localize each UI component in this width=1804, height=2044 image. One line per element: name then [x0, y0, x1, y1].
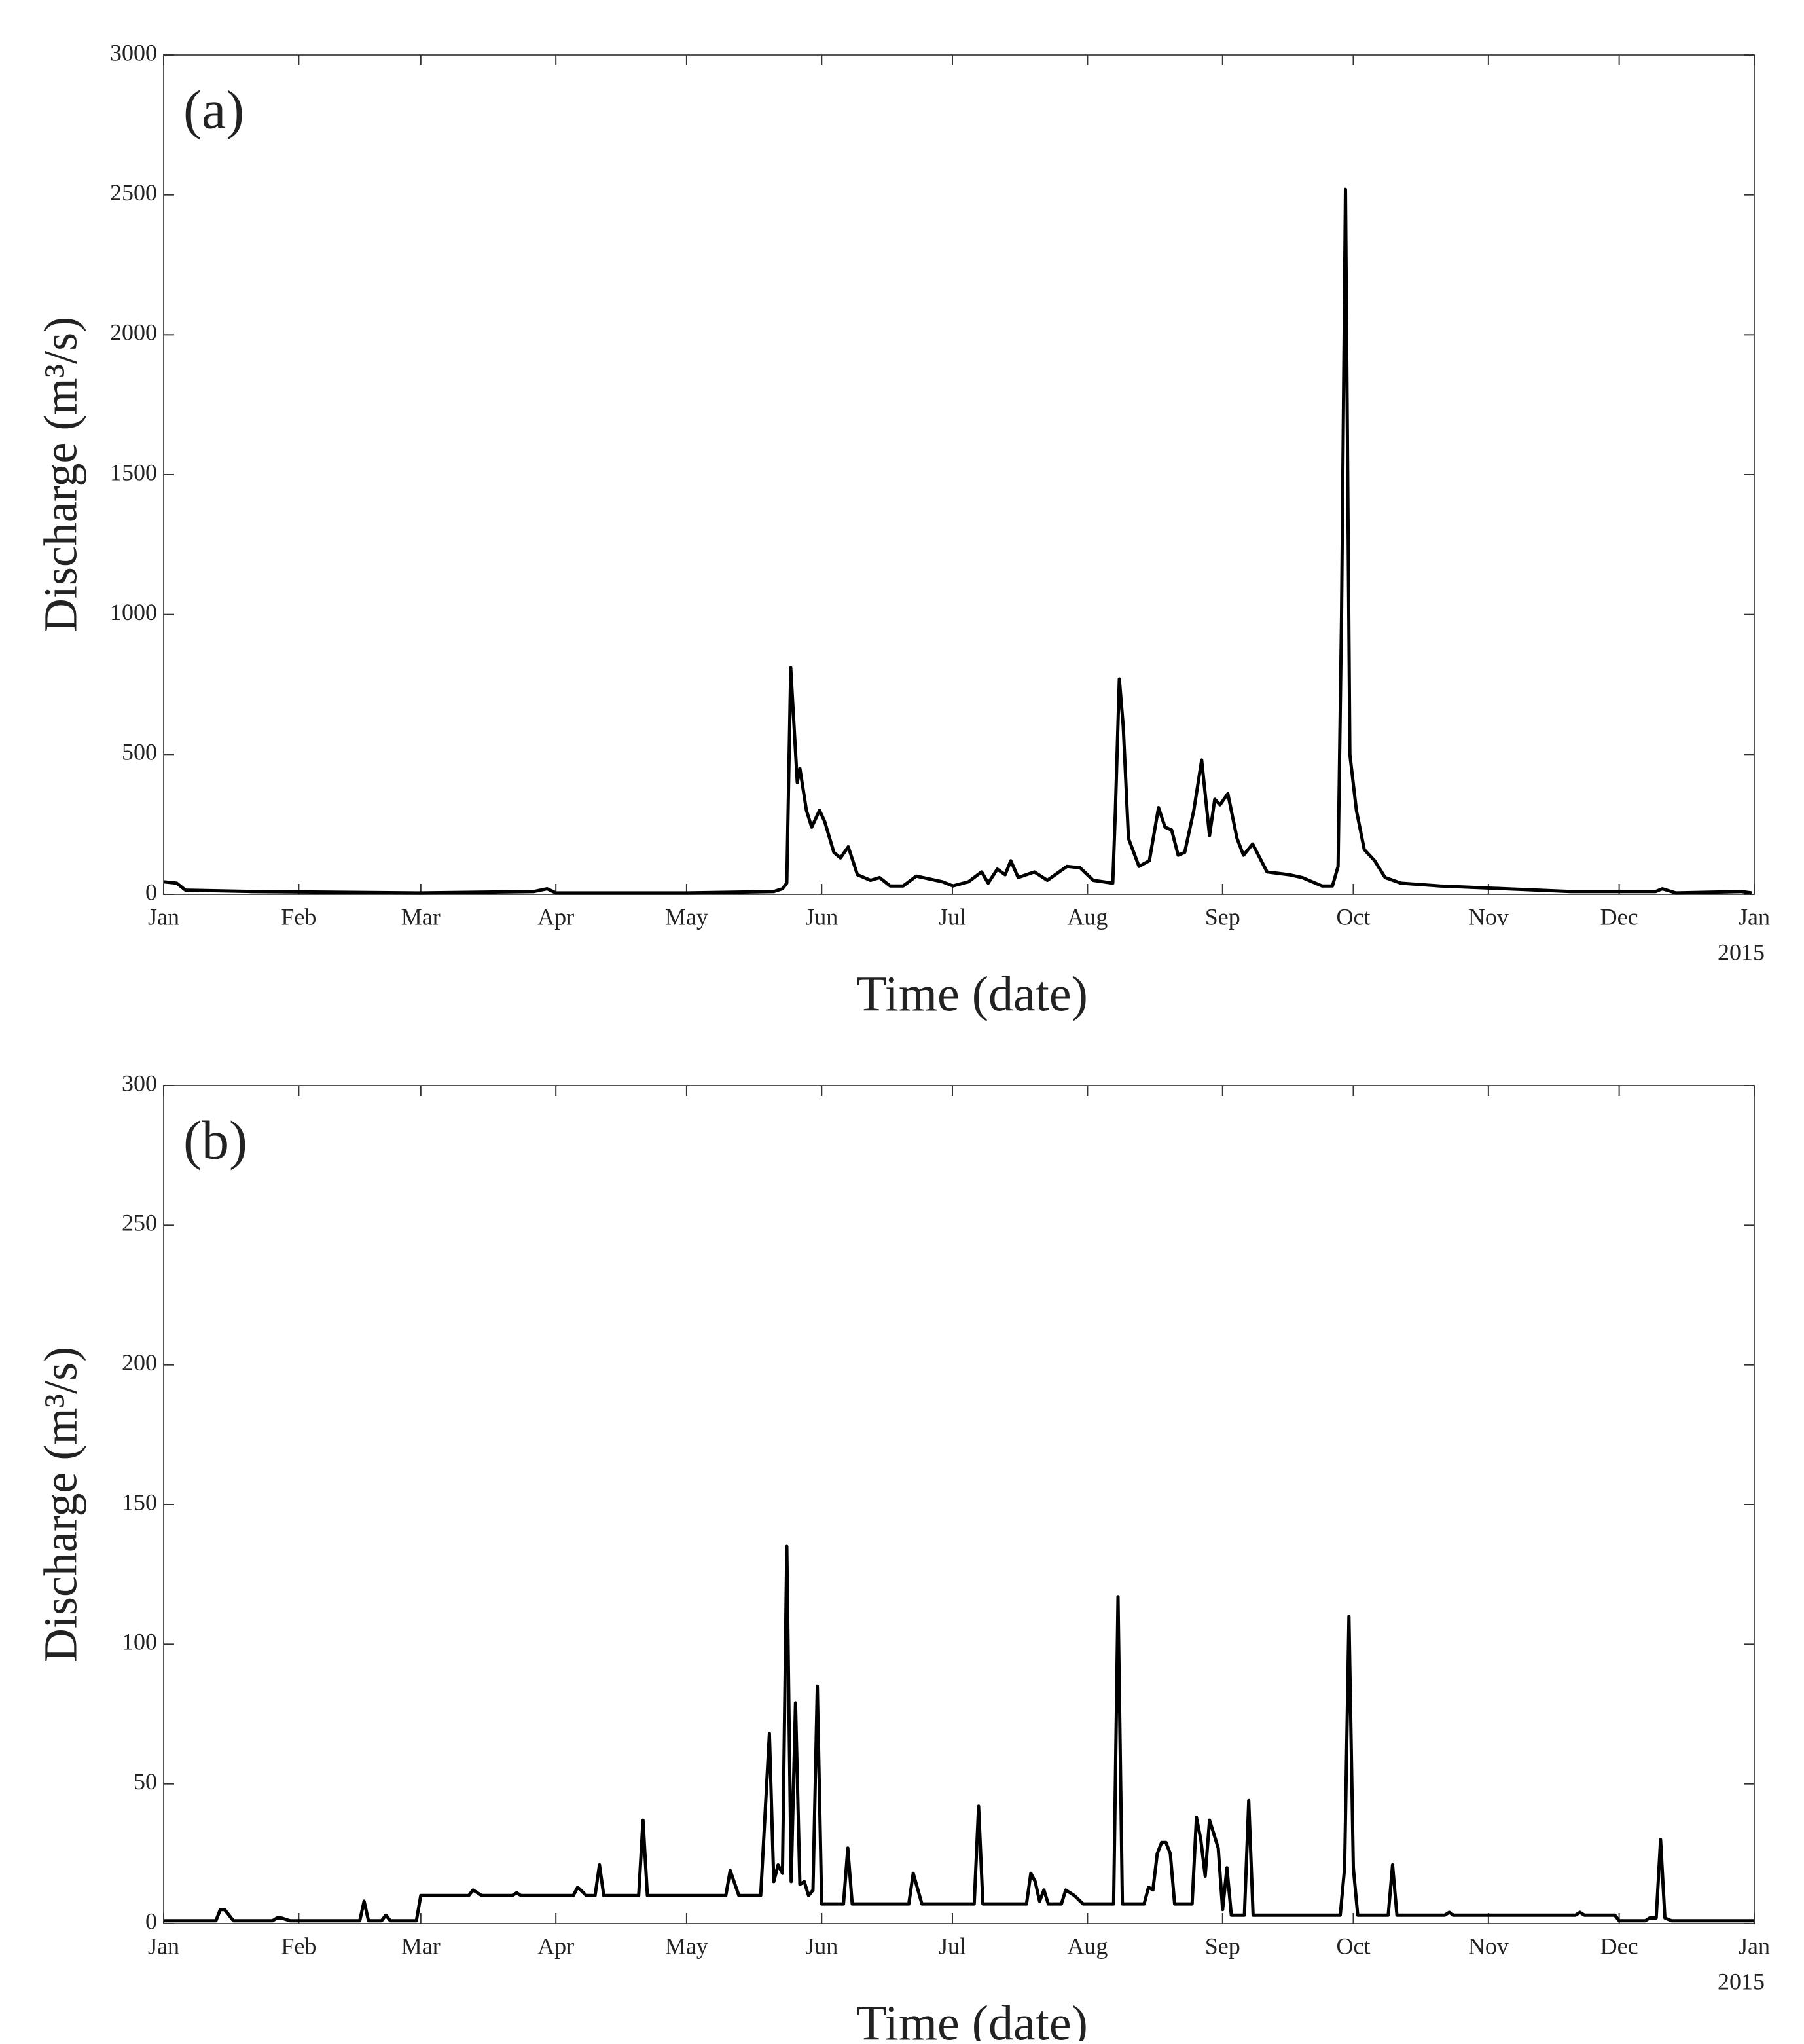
y-tick-label: 3000	[110, 39, 157, 65]
x-tick-label: Feb	[281, 903, 316, 930]
panel-label: (a)	[183, 79, 244, 140]
y-tick-label: 0	[145, 1908, 157, 1934]
x-tick-label: Jan	[148, 903, 179, 930]
x-tick-label: Sep	[1205, 903, 1240, 930]
x-tick-label: Jun	[805, 1933, 838, 1959]
y-tick-label: 1000	[110, 599, 157, 625]
x-tick-label: Feb	[281, 1933, 316, 1959]
x-tick-label: Aug	[1067, 903, 1108, 930]
x-tick-label: Apr	[537, 1933, 574, 1959]
x-tick-label: Dec	[1600, 1933, 1638, 1959]
x-axis-year: 2015	[1718, 1968, 1765, 1994]
x-tick-label: Jul	[939, 903, 966, 930]
y-axis-title: Discharge (m³/s)	[35, 1347, 87, 1662]
x-tick-label: Jan	[1739, 1933, 1770, 1959]
y-tick-label: 50	[134, 1768, 157, 1795]
x-tick-label: Jan	[1739, 903, 1770, 930]
y-tick-label: 2500	[110, 179, 157, 206]
x-tick-label: Nov	[1468, 1933, 1509, 1959]
x-axis-title: Time (date)	[856, 966, 1088, 1021]
plot-background	[163, 54, 1755, 895]
y-tick-label: 100	[122, 1629, 157, 1655]
x-tick-label: Oct	[1337, 1933, 1371, 1959]
y-tick-label: 500	[122, 739, 157, 765]
y-axis-title: Discharge (m³/s)	[35, 317, 87, 632]
x-axis-year: 2015	[1718, 939, 1765, 965]
x-axis-title: Time (date)	[856, 1996, 1088, 2041]
y-tick-label: 0	[145, 879, 157, 905]
x-tick-label: Aug	[1067, 1933, 1108, 1959]
y-tick-label: 200	[122, 1349, 157, 1376]
x-tick-label: May	[665, 903, 708, 930]
x-tick-label: Mar	[401, 1933, 441, 1959]
y-tick-label: 1500	[110, 459, 157, 485]
y-tick-label: 2000	[110, 319, 157, 346]
x-tick-label: Jul	[939, 1933, 966, 1959]
y-tick-label: 300	[122, 1070, 157, 1096]
plot-background	[163, 1085, 1755, 1924]
plot-area: 0 500 1000 1500 2000 2500 3000 Jan Feb Mar Apr May J…	[35, 39, 1770, 1021]
discharge-line	[164, 1544, 1754, 1923]
x-tick-label: May	[665, 1933, 708, 1959]
discharge-line	[163, 187, 1752, 895]
x-tick-label: Nov	[1468, 903, 1509, 930]
x-tick-label: Sep	[1205, 1933, 1240, 1959]
y-tick-label: 250	[122, 1210, 157, 1236]
y-tick-label: 150	[122, 1489, 157, 1515]
x-tick-label: Oct	[1337, 903, 1371, 930]
x-tick-label: Mar	[401, 903, 441, 930]
x-tick-label: Dec	[1600, 903, 1638, 930]
x-tick-label: Jun	[805, 903, 838, 930]
panel-label: (b)	[183, 1110, 247, 1171]
x-tick-label: Apr	[537, 903, 574, 930]
x-tick-label: Jan	[148, 1933, 179, 1959]
plot-area: 0 50 100 150 200 250 300 Jan Feb Mar Apr May Jun Jul A…	[35, 1070, 1770, 2044]
